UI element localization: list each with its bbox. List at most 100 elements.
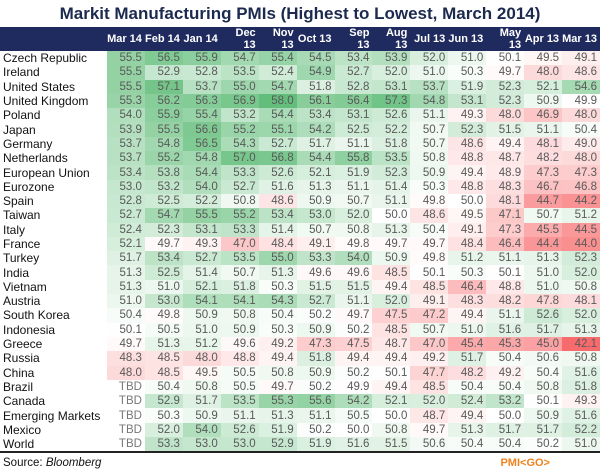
heatmap-cell: 42.1 <box>562 336 600 352</box>
heatmap-cell: 53.8 <box>144 165 183 180</box>
heatmap-cell: 52.5 <box>334 122 373 137</box>
heatmap-cell: 57.1 <box>144 79 183 94</box>
heatmap-cell: 53.3 <box>220 222 259 237</box>
row-label: Emerging Markets <box>3 408 101 423</box>
heatmap-cell: 51.3 <box>107 279 145 295</box>
table-row: Spain 52.8 52.5 52.2 50.8 48.6 50.9 50.7 51.1 49.… <box>0 193 600 209</box>
column-header: Nov 13 <box>258 27 297 51</box>
heatmap-cell: 44.7 <box>524 193 563 209</box>
heatmap-cell: 52.7 <box>296 294 335 309</box>
heatmap-cell: 48.8 <box>448 179 487 194</box>
heatmap-cell: 50.7 <box>334 193 373 209</box>
heatmap-cell: 52.7 <box>182 251 221 266</box>
heatmap-cell: 50.3 <box>410 179 449 194</box>
heatmap-cell: 51.9 <box>334 165 373 180</box>
column-header: Mar 14 <box>107 27 145 51</box>
chart-title: Markit Manufacturing PMIs (Highest to Lo… <box>59 4 541 23</box>
row-label: Netherlands <box>3 151 68 166</box>
heatmap-cell: 48.5 <box>410 379 449 395</box>
heatmap-cell: 53.2 <box>220 108 259 123</box>
heatmap-cell: 51.2 <box>562 208 600 223</box>
heatmap-cell: 48.0 <box>182 351 221 366</box>
heatmap-cell: 51.8 <box>220 279 259 295</box>
header-country <box>0 27 107 51</box>
table-row: Japan 53.9 55.5 56.6 55.2 55.1 54.2 52.5 52.2 50.… <box>0 122 600 137</box>
heatmap-cell: 55.4 <box>182 108 221 123</box>
heatmap-cell: 50.9 <box>182 308 221 323</box>
heatmap-cell: 53.7 <box>182 79 221 94</box>
table-row: Brazil TBD 50.4 50.8 50.5 49.7 50.2 49.9 49.4 48.… <box>0 379 600 395</box>
heatmap-cell: 51.1 <box>334 294 373 309</box>
heatmap-cell: 51.0 <box>182 322 221 337</box>
heatmap-cell: 48.4 <box>448 236 487 252</box>
heatmap-cell: 49.4 <box>372 351 411 366</box>
heatmap-cell: 47.3 <box>524 165 563 180</box>
heatmap-cell: 50.7 <box>220 265 259 280</box>
heatmap-cell: 53.3 <box>296 251 335 266</box>
row-label: Italy <box>3 222 26 237</box>
table-row: Emerging Markets TBD 50.3 50.9 51.1 51.3 51.1 5… <box>0 408 600 423</box>
heatmap-cell: 47.7 <box>410 365 449 380</box>
heatmap-cell: 48.2 <box>486 294 525 309</box>
heatmap-cell: 49.7 <box>410 422 449 438</box>
heatmap-cell: 52.8 <box>107 193 145 209</box>
heatmap-cell: 53.0 <box>107 179 145 194</box>
heatmap-cell: 55.2 <box>220 208 259 223</box>
heatmap-cell: 55.2 <box>220 122 259 137</box>
heatmap-cell: 44.5 <box>562 222 600 237</box>
heatmap-cell: 48.3 <box>486 179 525 194</box>
heatmap-cell: 52.3 <box>486 93 525 109</box>
heatmap-cell: 54.7 <box>220 51 259 66</box>
heatmap-cell: 51.6 <box>486 322 525 337</box>
heatmap-cell: 48.0 <box>524 65 563 80</box>
heatmap-cell: 50.9 <box>372 251 411 266</box>
table-row: Netherlands 53.7 55.2 54.8 57.0 56.8 54.4 55.8 5… <box>0 151 600 166</box>
heatmap-cell: 49.5 <box>182 365 221 380</box>
heatmap-cell: TBD <box>118 395 142 408</box>
heatmap-cell: 51.0 <box>524 279 563 295</box>
heatmap-cell: 51.4 <box>372 179 411 194</box>
table-row: Russia 48.3 48.5 48.0 48.8 49.4 51.8 49.4 49.4 49… <box>0 351 600 366</box>
heatmap-cell: 54.7 <box>258 79 297 94</box>
heatmap-cell: 50.2 <box>334 365 373 380</box>
heatmap-cell: 55.1 <box>258 122 297 137</box>
heatmap-cell: 54.7 <box>144 208 183 223</box>
heatmap-cell: 51.5 <box>296 279 335 295</box>
table-row: India 51.3 52.5 51.4 50.7 51.3 49.6 49.6 48.5 50.… <box>0 265 600 280</box>
heatmap-cell: 53.2 <box>144 179 183 194</box>
heatmap-cell: 48.7 <box>486 151 525 166</box>
heatmap-cell: 49.0 <box>562 136 600 152</box>
heatmap-cell: 52.4 <box>107 222 145 237</box>
heatmap-cell: 49.9 <box>334 379 373 395</box>
source-label: Source: <box>3 457 46 469</box>
heatmap-cell: 48.5 <box>144 365 183 380</box>
row-label: Germany <box>3 136 53 151</box>
heatmap-cell: 52.9 <box>258 437 297 453</box>
heatmap-cell: 51.1 <box>296 408 335 423</box>
column-header: Feb 14 <box>144 27 183 51</box>
heatmap-cell: 50.8 <box>220 193 259 209</box>
heatmap-cell: 54.0 <box>107 108 145 123</box>
heatmap-cell: 53.4 <box>144 251 183 266</box>
heatmap-cell: 48.2 <box>448 365 487 380</box>
heatmap-cell: 48.6 <box>258 193 297 209</box>
heatmap-cell: 54.5 <box>296 51 335 66</box>
heatmap-cell: 56.4 <box>334 93 373 109</box>
heatmap-cell: 49.4 <box>258 351 297 366</box>
column-header: Sep 13 <box>334 27 373 51</box>
heatmap-cell: 54.6 <box>562 79 600 94</box>
heatmap-cell: 56.5 <box>182 136 221 152</box>
heatmap-cell: 52.2 <box>562 422 600 438</box>
heatmap-cell: 50.5 <box>220 379 259 395</box>
heatmap-cell: 51.0 <box>410 65 449 80</box>
heatmap-cell: 53.0 <box>182 437 221 453</box>
heatmap-cell: 48.0 <box>562 151 600 166</box>
heatmap-cell: 50.6 <box>524 351 563 366</box>
heatmap-cell: 48.8 <box>486 279 525 295</box>
heatmap-cell: 49.1 <box>448 222 487 237</box>
heatmap-cell: 49.7 <box>107 336 145 352</box>
heatmap-cell: 49.8 <box>334 236 373 252</box>
heatmap-cell: 50.9 <box>296 365 335 380</box>
heatmap-cell: 52.5 <box>144 193 183 209</box>
heatmap-cell: 54.8 <box>410 93 449 109</box>
